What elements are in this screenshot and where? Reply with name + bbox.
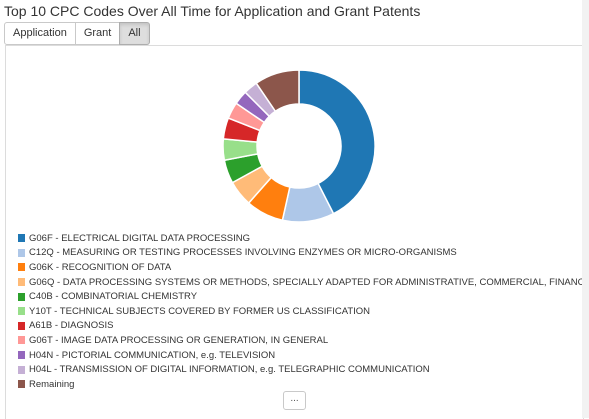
legend-swatch (18, 248, 25, 257)
legend-swatch (18, 263, 25, 272)
legend-label: Y10T - TECHNICAL SUBJECTS COVERED BY FOR… (29, 305, 371, 317)
legend-label: Remaining (29, 378, 75, 390)
legend-item-5[interactable]: Y10T - TECHNICAL SUBJECTS COVERED BY FOR… (18, 304, 589, 319)
view-toggle-group: Application Grant All (4, 22, 150, 45)
more-options-button[interactable]: ... (283, 391, 306, 410)
legend-label: C12Q - MEASURING OR TESTING PROCESSES IN… (29, 247, 457, 259)
legend-swatch (18, 321, 25, 330)
legend-swatch (18, 336, 25, 345)
legend-swatch (18, 380, 25, 389)
legend-item-0[interactable]: G06F - ELECTRICAL DIGITAL DATA PROCESSIN… (18, 231, 589, 246)
chart-title: Top 10 CPC Codes Over All Time for Appli… (4, 3, 421, 19)
legend-swatch (18, 365, 25, 374)
legend-label: H04L - TRANSMISSION OF DIGITAL INFORMATI… (29, 364, 430, 376)
legend-label: G06F - ELECTRICAL DIGITAL DATA PROCESSIN… (29, 232, 251, 244)
legend-label: G06T - IMAGE DATA PROCESSING OR GENERATI… (29, 334, 329, 346)
legend-swatch (18, 278, 25, 287)
window-edge (582, 0, 589, 418)
tab-grant[interactable]: Grant (74, 22, 121, 45)
legend-item-4[interactable]: C40B - COMBINATORIAL CHEMISTRY (18, 289, 589, 304)
legend-item-6[interactable]: A61B - DIAGNOSIS (18, 319, 589, 334)
legend-item-1[interactable]: C12Q - MEASURING OR TESTING PROCESSES IN… (18, 246, 589, 261)
legend-label: H04N - PICTORIAL COMMUNICATION, e.g. TEL… (29, 349, 276, 361)
legend-item-7[interactable]: G06T - IMAGE DATA PROCESSING OR GENERATI… (18, 333, 589, 348)
legend-label: G06K - RECOGNITION OF DATA (29, 261, 172, 273)
legend-swatch (18, 234, 25, 243)
tab-all[interactable]: All (119, 22, 150, 45)
legend-swatch (18, 292, 25, 301)
legend-item-3[interactable]: G06Q - DATA PROCESSING SYSTEMS OR METHOD… (18, 275, 589, 290)
legend-item-9[interactable]: H04L - TRANSMISSION OF DIGITAL INFORMATI… (18, 362, 589, 377)
legend-item-10[interactable]: Remaining (18, 377, 589, 392)
donut-slice-10[interactable] (255, 69, 300, 113)
chart-panel: G06F - ELECTRICAL DIGITAL DATA PROCESSIN… (5, 45, 589, 419)
chart-legend: G06F - ELECTRICAL DIGITAL DATA PROCESSIN… (18, 231, 589, 392)
legend-swatch (18, 307, 25, 316)
legend-item-2[interactable]: G06K - RECOGNITION OF DATA (18, 260, 589, 275)
donut-chart (222, 69, 376, 223)
legend-label: A61B - DIAGNOSIS (29, 320, 114, 332)
legend-label: G06Q - DATA PROCESSING SYSTEMS OR METHOD… (29, 276, 589, 288)
legend-swatch (18, 351, 25, 360)
legend-item-8[interactable]: H04N - PICTORIAL COMMUNICATION, e.g. TEL… (18, 348, 589, 363)
tab-application[interactable]: Application (4, 22, 76, 45)
donut-slice-0[interactable] (298, 69, 376, 215)
legend-label: C40B - COMBINATORIAL CHEMISTRY (29, 291, 198, 303)
